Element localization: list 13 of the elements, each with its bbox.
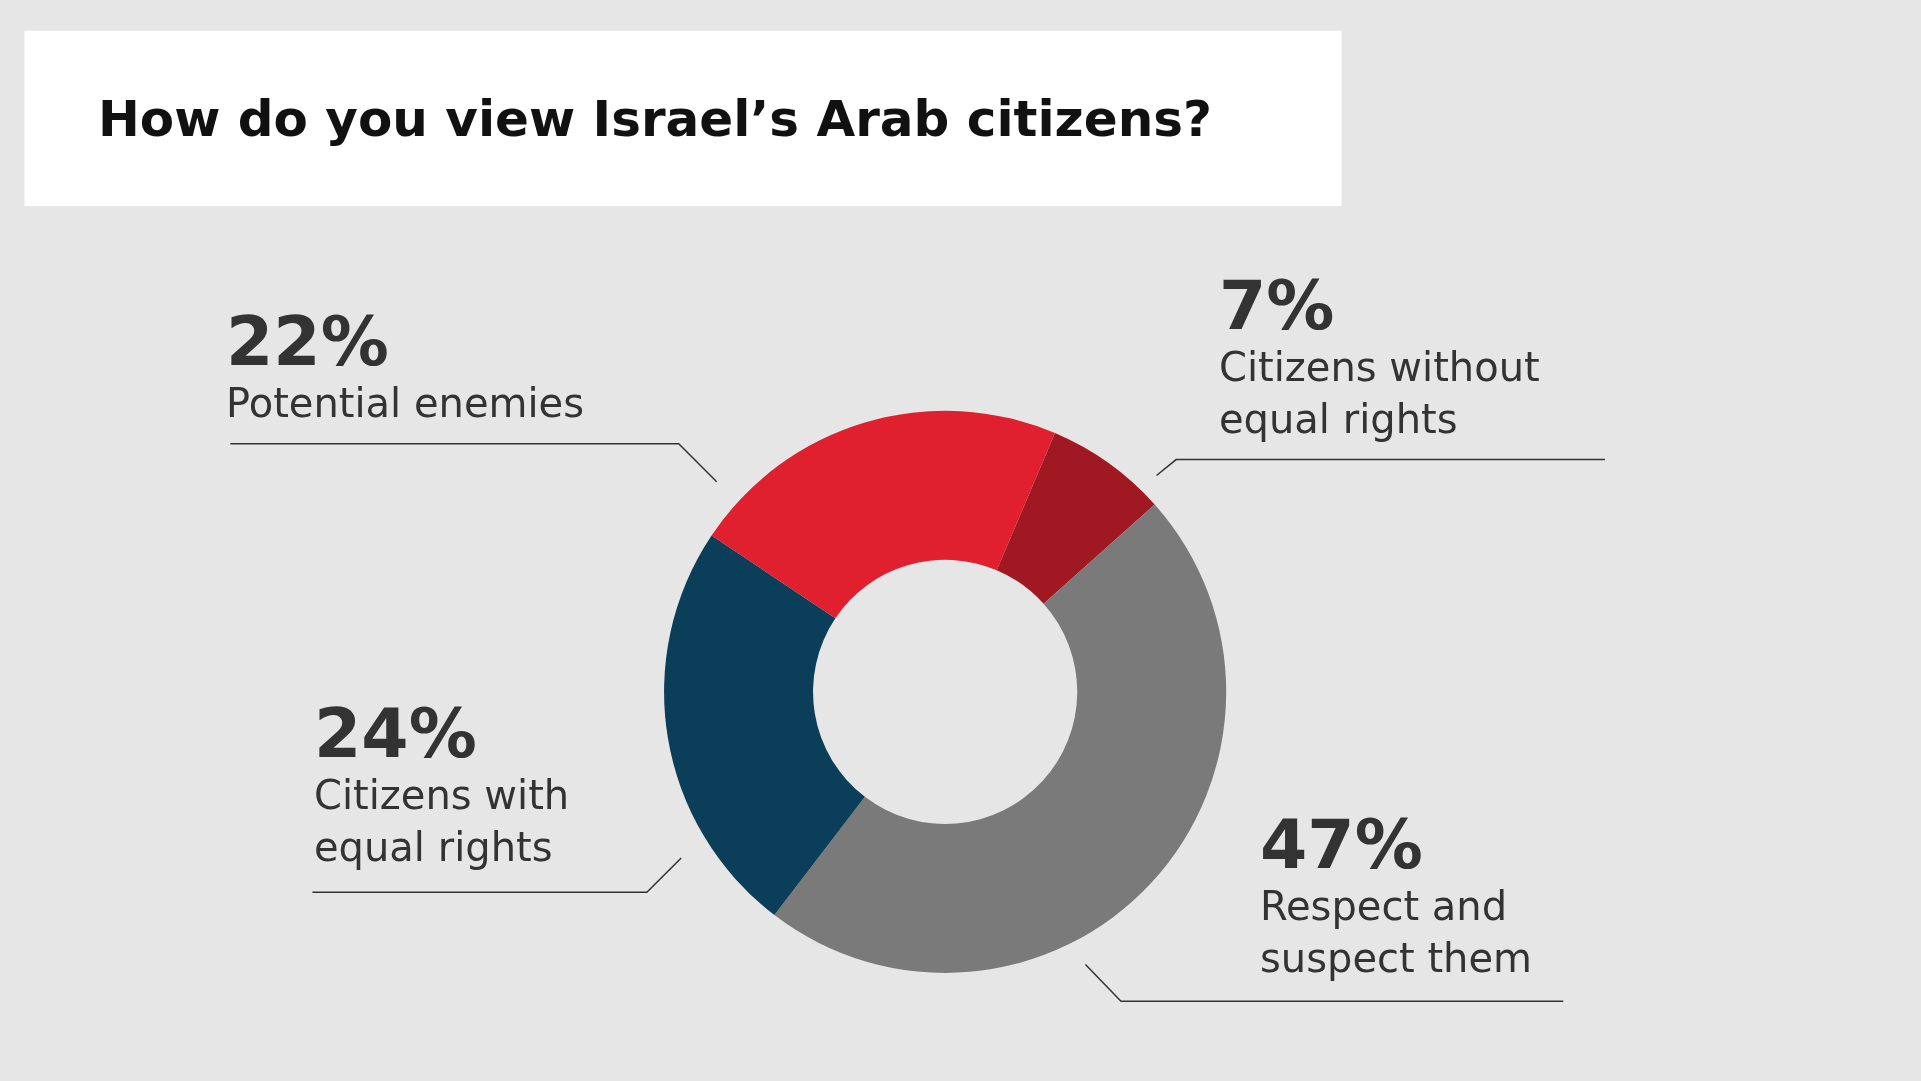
chart-title: How do you view Israel’s Arab citizens? (98, 90, 1212, 148)
data-label: 7% (1219, 266, 1335, 345)
donut-slice (664, 535, 865, 916)
slice-label: Potential enemies (226, 380, 585, 426)
slice-label: Respect and suspect them (1260, 883, 1533, 981)
data-label: 24% (314, 694, 477, 773)
donut-slice (711, 410, 1055, 619)
donut-slice (996, 433, 1155, 604)
data-label: 22% (226, 302, 389, 381)
slice-label: Citizens with equal rights (314, 772, 570, 870)
donut-slice (774, 504, 1226, 973)
slice-label: Citizens without equal rights (1219, 344, 1540, 442)
data-label: 47% (1260, 805, 1423, 884)
